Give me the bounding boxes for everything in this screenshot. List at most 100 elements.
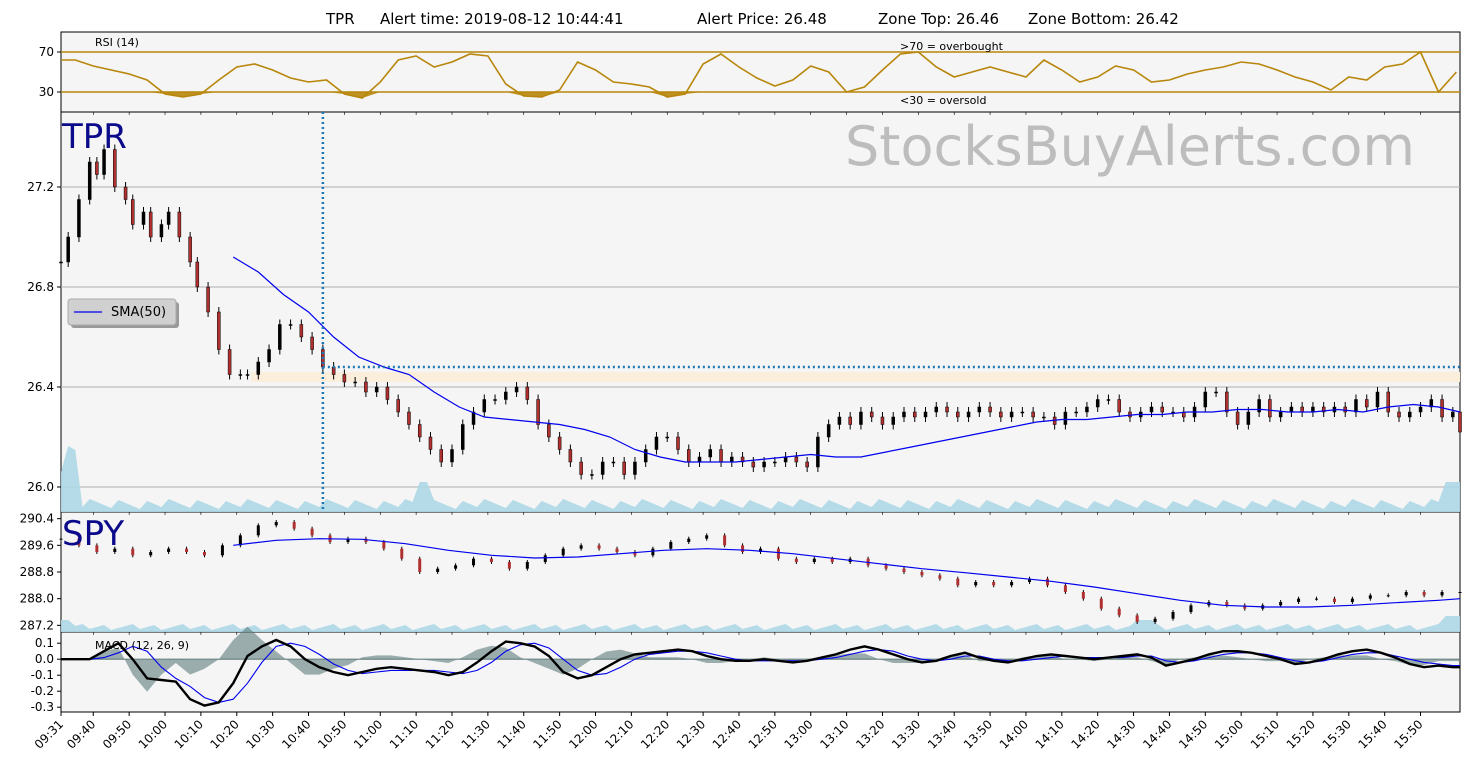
spy-candle-body — [776, 548, 780, 559]
price-candle-body — [923, 411, 928, 418]
price-candle-body — [1429, 399, 1434, 408]
price-candle-body — [611, 461, 616, 464]
x-tick-label-27: 14:00 — [997, 717, 1031, 751]
price-candle-body — [1106, 399, 1111, 401]
price-candle-body — [1160, 406, 1165, 413]
price-candle-body — [59, 261, 63, 264]
price-candle-body — [837, 416, 842, 425]
watermark: StocksBuyAlerts.com — [845, 115, 1415, 178]
spy-candle-body — [705, 535, 709, 539]
price-candle-body — [1225, 391, 1229, 413]
price-candle-body — [805, 461, 809, 468]
price-candle-body — [891, 416, 895, 425]
price-candle-body — [396, 399, 400, 413]
spy-candle-body — [884, 565, 888, 569]
price-candle-body — [1203, 391, 1208, 408]
spy-candle-body — [382, 542, 386, 549]
x-tick-label-8: 10:50 — [315, 717, 349, 751]
x-tick-label-37: 15:40 — [1355, 717, 1389, 751]
price-candle-body — [525, 386, 530, 400]
price-candle-body — [869, 411, 874, 418]
price-candle-body — [166, 211, 171, 225]
title-zone-top: Zone Top: 26.46 — [878, 10, 999, 28]
price-candle-body — [238, 374, 243, 376]
x-tick-label-20: 12:50 — [746, 717, 780, 751]
price-candle-body — [177, 211, 182, 238]
macd-line — [61, 638, 1460, 707]
price-candle-body — [130, 199, 135, 225]
price-candle-body — [342, 374, 347, 383]
x-tick-label-29: 14:20 — [1068, 717, 1102, 751]
spy-candle-body — [543, 555, 547, 562]
price-candle-body — [299, 324, 304, 338]
price-candle-body — [206, 286, 210, 313]
price-candle-body — [102, 149, 106, 175]
spy-candle-body — [794, 558, 798, 562]
spy-candle-body — [579, 545, 583, 549]
x-tick-label-35: 15:20 — [1284, 717, 1318, 751]
rsi-line — [61, 50, 1457, 99]
macd-panel — [60, 631, 1461, 713]
price-candle-body — [719, 449, 723, 463]
spy-candle-body — [77, 538, 81, 546]
price-symbol-label: TPR — [61, 117, 127, 157]
x-tick-label-9: 11:00 — [351, 717, 385, 751]
price-candle-body — [141, 211, 146, 225]
x-tick-label-30: 14:30 — [1104, 717, 1138, 751]
spy-candle-body — [59, 538, 63, 540]
price-candle-body — [493, 399, 497, 401]
price-candle-body — [1128, 411, 1132, 418]
macd-ytick-label-3: -0.2 — [31, 684, 54, 698]
price-candle-body — [1149, 406, 1154, 413]
spy-candle-body — [1225, 602, 1229, 606]
title-alert-price: Alert Price: 26.48 — [697, 10, 827, 28]
spy-candle-body — [938, 575, 942, 579]
price-ytick-label-0: 27.2 — [27, 180, 54, 194]
price-candle-body — [934, 406, 939, 413]
alert-zone-band — [251, 372, 1461, 382]
spy-candle-body — [1045, 578, 1049, 586]
price-candle-body — [708, 449, 713, 458]
x-tick-label-13: 11:40 — [495, 717, 529, 751]
price-candle-body — [783, 456, 788, 463]
price-candle-body — [1300, 406, 1304, 413]
price-candle-body — [195, 261, 200, 288]
price-candle-body — [1418, 406, 1423, 413]
price-candle-body — [1408, 411, 1412, 418]
spy-ytick-label-1: 289.6 — [20, 538, 54, 552]
price-chart: 27.2 26.8 26.4 26.0 — [27, 112, 1462, 512]
x-tick-label-2: 09:50 — [100, 717, 134, 751]
price-candle-body — [159, 224, 164, 238]
price-candle-body — [514, 386, 519, 393]
price-candle-body — [374, 386, 379, 393]
price-candle-body — [1311, 406, 1315, 413]
spy-candle-body — [95, 545, 99, 552]
price-candle-body — [1354, 399, 1358, 413]
price-candle-body — [547, 424, 551, 438]
price-candle-body — [450, 449, 454, 463]
price-candle-body — [66, 236, 70, 263]
spy-candle-body — [597, 545, 601, 549]
price-candle-body — [113, 149, 117, 188]
price-ytick-label-2: 26.4 — [27, 380, 54, 394]
price-candle-body — [417, 424, 422, 438]
price-candle-body — [267, 349, 271, 363]
spy-candle-body — [974, 582, 978, 586]
spy-candle-body — [1404, 592, 1408, 596]
spy-candle-body — [1010, 582, 1014, 586]
price-candle-body — [579, 461, 583, 475]
macd-chart: 0.1 0.0 -0.1 -0.2 -0.3 — [31, 626, 1460, 714]
price-candle-body — [1257, 399, 1261, 413]
price-candle-body — [557, 436, 562, 450]
x-tick-label-23: 13:20 — [853, 717, 887, 751]
price-candle-body — [643, 449, 648, 463]
price-candle-body — [536, 399, 540, 425]
title-symbol: TPR — [325, 10, 355, 28]
spy-candle-body — [830, 558, 834, 562]
price-candle-body — [1268, 399, 1272, 418]
spy-candle-body — [741, 545, 745, 552]
price-candle-body — [227, 349, 232, 375]
x-tick-label-17: 12:20 — [638, 717, 672, 751]
x-tick-label-22: 13:10 — [817, 717, 851, 751]
price-candle-body — [461, 424, 465, 450]
